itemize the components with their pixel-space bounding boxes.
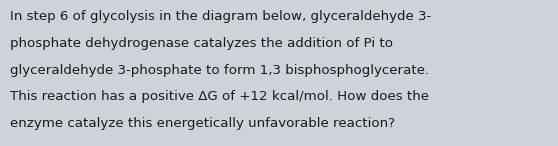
Text: glyceraldehyde 3-phosphate to form 1,3 bisphosphoglycerate.: glyceraldehyde 3-phosphate to form 1,3 b…: [10, 64, 429, 77]
Text: enzyme catalyze this energetically unfavorable reaction?: enzyme catalyze this energetically unfav…: [10, 117, 395, 130]
Text: phosphate dehydrogenase catalyzes the addition of Pi to: phosphate dehydrogenase catalyzes the ad…: [10, 37, 393, 50]
Text: In step 6 of glycolysis in the diagram below, glyceraldehyde 3-: In step 6 of glycolysis in the diagram b…: [10, 10, 431, 23]
Text: This reaction has a positive ΔG of +12 kcal/mol. How does the: This reaction has a positive ΔG of +12 k…: [10, 90, 429, 103]
